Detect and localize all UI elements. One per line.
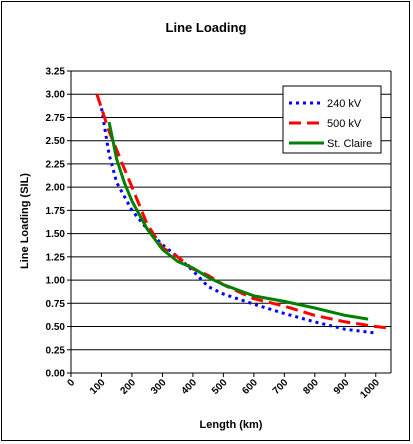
legend: 240 kV 500 kV St. Claire	[282, 85, 382, 154]
y-tick-label: 3.25	[46, 67, 66, 78]
x-tick-label: 300	[149, 377, 169, 397]
x-tick-label: 1000	[358, 377, 382, 401]
y-tick-label: 2.00	[46, 183, 66, 194]
y-tick-label: 1.75	[46, 206, 66, 217]
axes	[67, 70, 392, 377]
legend-label-240-kv: 240 kV	[327, 98, 362, 110]
y-tick-label: 1.50	[46, 229, 66, 240]
x-tick-label: 600	[240, 377, 260, 397]
y-tick-label: 2.50	[46, 136, 66, 147]
y-tick-label: 1.25	[46, 252, 66, 263]
y-tick-label: 1.00	[46, 276, 66, 287]
y-axis-title: Line Loading (SIL)	[19, 173, 31, 269]
legend-label-st-claire: St. Claire	[327, 138, 372, 150]
y-tick-label: 3.00	[46, 90, 66, 101]
x-tick-label: 900	[332, 377, 352, 397]
x-tick-label: 200	[118, 377, 138, 397]
y-tick-labels: 0.00 0.25 0.50 0.75 1.00 1.25 1.50 1.75 2.00 2.25…	[46, 67, 66, 380]
x-tick-label: 400	[179, 377, 199, 397]
y-tick-label: 0.00	[46, 369, 66, 380]
x-axis-title: Length (km)	[200, 419, 263, 431]
legend-label-500-kv: 500 kV	[327, 118, 362, 130]
y-tick-label: 0.75	[46, 299, 66, 310]
series-lines	[95, 93, 392, 335]
y-tick-label: 0.25	[46, 345, 66, 356]
x-tick-label: 0	[65, 377, 77, 389]
y-tick-label: 0.50	[46, 322, 66, 333]
y-tick-label: 2.75	[46, 113, 66, 124]
chart-title: Line Loading	[166, 20, 247, 35]
x-tick-label: 800	[301, 377, 321, 397]
series-line-240-kv	[100, 107, 376, 335]
x-tick-label: 100	[88, 377, 108, 397]
x-tick-label: 500	[210, 377, 230, 397]
series-line-st-claire	[107, 121, 369, 321]
y-tick-label: 2.25	[46, 159, 66, 170]
x-tick-labels: 0 100 200 300 400 500 600 700 800 900 1000	[65, 377, 382, 401]
x-tick-label: 700	[271, 377, 291, 397]
